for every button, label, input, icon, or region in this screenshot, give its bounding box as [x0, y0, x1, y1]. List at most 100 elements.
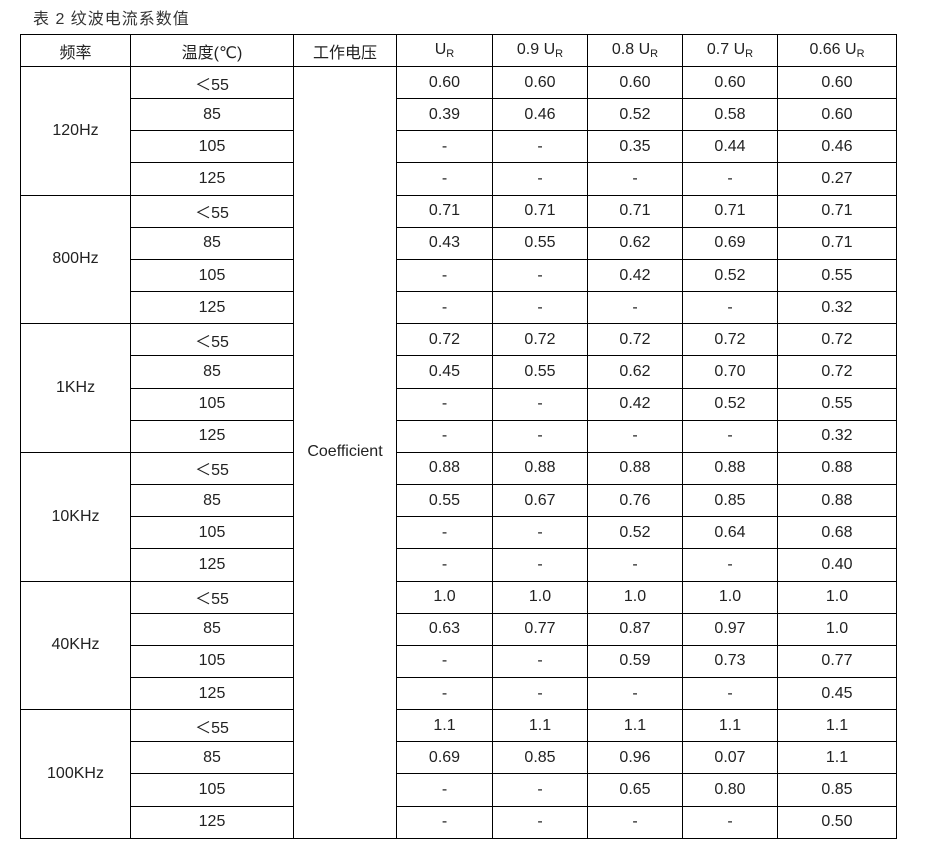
ripple-current-coefficient-table: 频率 温度(℃) 工作电压 UR 0.9 UR 0.8 UR 0.7 UR 0.66 U…: [20, 34, 897, 839]
value-cell: 1.1: [777, 741, 897, 775]
value-cell: 0.65: [587, 773, 683, 807]
value-cell: -: [492, 773, 588, 807]
temperature-cell: 85: [130, 226, 294, 260]
value-cell: 0.59: [587, 644, 683, 678]
value-cell: 0.88: [396, 451, 493, 486]
value-cell: 0.85: [492, 741, 588, 775]
voltage-label: 0.9: [516, 41, 544, 58]
value-cell: 0.60: [682, 65, 778, 100]
table-row: 105- -0.52 0.64 0.68: [21, 516, 897, 550]
voltage-subscript: R: [446, 48, 455, 60]
value-cell: 0.85: [777, 773, 897, 807]
value-cell: 0.45: [396, 355, 493, 389]
value-cell: -: [396, 516, 493, 550]
temperature-cell: 105: [130, 130, 294, 164]
header-voltage-col: 0.8 UR: [587, 34, 683, 67]
value-cell: 1.1: [492, 709, 588, 743]
value-cell: 0.27: [777, 162, 897, 196]
voltage-subscript: R: [555, 48, 564, 60]
voltage-unit: U: [845, 41, 857, 58]
header-voltage-col: 0.7 UR: [682, 34, 778, 67]
value-cell: -: [682, 548, 778, 582]
value-cell: -: [492, 644, 588, 678]
frequency-cell: 1KHz: [20, 323, 131, 453]
value-cell: 0.39: [396, 98, 493, 132]
value-cell: -: [682, 162, 778, 196]
value-cell: 0.88: [777, 451, 897, 486]
table-row: 125- - - -0.32: [21, 291, 897, 325]
value-cell: 0.63: [396, 612, 493, 646]
value-cell: 0.62: [587, 355, 683, 389]
table-row: 125- - - -0.45: [21, 676, 897, 711]
frequency-cell: 120Hz: [20, 66, 131, 196]
value-cell: -: [396, 130, 493, 164]
value-cell: 1.1: [682, 709, 778, 743]
value-cell: -: [492, 162, 588, 196]
value-cell: 0.76: [587, 484, 683, 518]
temperature-cell: 105: [130, 773, 294, 807]
frequency-cell: 800Hz: [20, 194, 131, 325]
temperature-cell: ＜55: [130, 709, 294, 743]
table-row: 125- - - -0.40: [21, 548, 897, 582]
value-cell: 0.70: [682, 355, 778, 389]
value-cell: 0.32: [777, 419, 897, 453]
table-row: 85 0.43 0.55 0.62 0.69 0.71: [21, 226, 897, 260]
value-cell: -: [587, 419, 683, 453]
value-cell: 0.50: [777, 805, 897, 839]
voltage-label: 0.7: [706, 41, 734, 58]
value-cell: -: [396, 387, 493, 421]
value-cell: 0.55: [777, 387, 897, 421]
table-row: 800Hz ＜55 0.71 0.71 0.71 0.71 0.71: [20, 194, 897, 325]
voltage-unit: U: [434, 41, 447, 58]
frequency-cell: 40KHz: [20, 580, 131, 711]
temperature-cell: 125: [130, 548, 294, 582]
table-row: 100KHz ＜55 1.1 1.1 1.1 1.1 1.1: [20, 709, 897, 839]
value-cell: -: [492, 548, 588, 582]
value-cell: -: [492, 291, 588, 325]
voltage-unit: U: [638, 41, 651, 58]
value-cell: 0.40: [777, 548, 897, 582]
value-cell: 0.97: [682, 612, 778, 646]
value-cell: 0.60: [396, 65, 493, 100]
value-cell: -: [396, 162, 493, 196]
header-row: 频率 温度(℃) 工作电压 UR 0.9 UR 0.8 UR 0.7 UR 0.66 U…: [20, 34, 897, 67]
value-cell: 0.71: [777, 226, 897, 260]
value-cell: 0.73: [682, 644, 778, 678]
temperature-cell: ＜55: [130, 194, 294, 228]
value-cell: 1.0: [587, 580, 683, 614]
value-cell: 0.52: [682, 258, 778, 293]
temperature-cell: 85: [130, 484, 294, 518]
value-cell: -: [396, 548, 493, 582]
value-cell: 1.0: [777, 580, 897, 614]
value-cell: -: [587, 805, 683, 839]
table-row: 85 0.39 0.46 0.52 0.58 0.60: [21, 98, 897, 132]
value-cell: 0.55: [777, 258, 897, 293]
value-cell: 0.58: [682, 98, 778, 132]
table-row: 85 0.63 0.77 0.87 0.97 1.0: [21, 612, 897, 646]
temperature-cell: 125: [130, 419, 294, 453]
value-cell: -: [682, 419, 778, 453]
value-cell: 0.55: [492, 355, 588, 389]
value-cell: 0.72: [396, 323, 493, 357]
header-voltage-col: 0.66 UR: [777, 34, 897, 67]
table-row: 85 0.45 0.55 0.62 0.70 0.72: [21, 355, 897, 389]
temperature-cell: 125: [130, 805, 294, 839]
temperature-cell: ＜55: [130, 451, 294, 486]
value-cell: 0.71: [587, 194, 683, 228]
table-row: 1KHz ＜55 0.72 0.72 0.72 0.72 0.72: [20, 323, 897, 453]
table-row: 120Hz ＜55 Coefficient 0.60 0.60 0.60 0.60 0.60: [20, 65, 897, 839]
temperature-cell: 125: [130, 162, 294, 196]
value-cell: 0.69: [396, 741, 493, 775]
value-cell: 0.77: [492, 612, 588, 646]
value-cell: 0.46: [492, 98, 588, 132]
table-row: 105- -0.42 0.52 0.55: [21, 387, 897, 421]
header-temperature: 温度(℃): [130, 34, 294, 67]
value-cell: 0.55: [492, 226, 588, 260]
value-cell: 0.71: [777, 194, 897, 228]
table-row: 125- - - -0.32: [21, 419, 897, 453]
value-cell: -: [492, 516, 588, 550]
value-cell: 0.64: [682, 516, 778, 550]
table-row: 105- -0.59 0.73 0.77: [21, 644, 897, 678]
value-cell: -: [396, 805, 493, 839]
value-cell: 1.1: [777, 709, 897, 743]
